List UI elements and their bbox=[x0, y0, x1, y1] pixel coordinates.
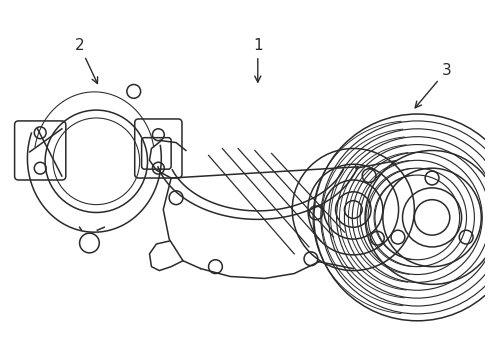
Text: 2: 2 bbox=[75, 38, 98, 84]
Text: 3: 3 bbox=[414, 63, 451, 108]
Text: 1: 1 bbox=[252, 38, 262, 82]
